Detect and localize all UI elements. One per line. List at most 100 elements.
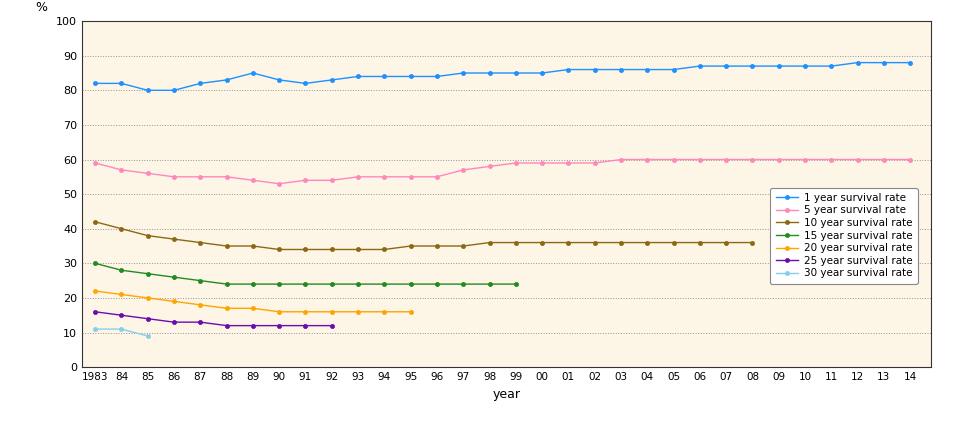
5 year survival rate (563, 160, 574, 165)
15 year survival rate (247, 281, 259, 287)
Line: 5 year survival rate: 5 year survival rate (93, 157, 912, 186)
20 year survival rate (90, 289, 101, 294)
20 year survival rate (168, 299, 179, 304)
10 year survival rate (405, 243, 417, 249)
5 year survival rate (825, 157, 837, 162)
1 year survival rate (589, 67, 600, 72)
5 year survival rate (300, 178, 312, 183)
1 year survival rate (904, 60, 916, 65)
5 year survival rate (720, 157, 731, 162)
20 year survival rate (273, 309, 285, 314)
30 year survival rate (90, 327, 101, 332)
20 year survival rate (378, 309, 390, 314)
10 year survival rate (668, 240, 679, 245)
5 year survival rate (483, 164, 495, 169)
10 year survival rate (247, 243, 259, 249)
5 year survival rate (668, 157, 679, 162)
10 year survival rate (616, 240, 627, 245)
5 year survival rate (405, 174, 417, 179)
1 year survival rate (616, 67, 627, 72)
5 year survival rate (904, 157, 916, 162)
10 year survival rate (195, 240, 207, 245)
1 year survival rate (878, 60, 890, 65)
25 year survival rate (300, 323, 312, 328)
5 year survival rate (247, 178, 259, 183)
1 year survival rate (747, 64, 758, 69)
1 year survival rate (300, 81, 312, 86)
10 year survival rate (352, 247, 364, 252)
1 year survival rate (668, 67, 679, 72)
10 year survival rate (90, 219, 101, 225)
10 year survival rate (457, 243, 469, 249)
Line: 20 year survival rate: 20 year survival rate (93, 289, 413, 314)
10 year survival rate (273, 247, 285, 252)
1 year survival rate (195, 81, 207, 86)
15 year survival rate (221, 281, 233, 287)
15 year survival rate (90, 261, 101, 266)
20 year survival rate (300, 309, 312, 314)
25 year survival rate (221, 323, 233, 328)
10 year survival rate (142, 233, 153, 238)
5 year survival rate (352, 174, 364, 179)
10 year survival rate (300, 247, 312, 252)
25 year survival rate (273, 323, 285, 328)
10 year survival rate (642, 240, 653, 245)
25 year survival rate (247, 323, 259, 328)
1 year survival rate (457, 70, 469, 76)
15 year survival rate (457, 281, 469, 287)
25 year survival rate (90, 309, 101, 314)
5 year survival rate (457, 168, 469, 173)
Text: %: % (36, 1, 47, 14)
15 year survival rate (483, 281, 495, 287)
1 year survival rate (537, 70, 548, 76)
10 year survival rate (694, 240, 705, 245)
15 year survival rate (300, 281, 312, 287)
15 year survival rate (378, 281, 390, 287)
10 year survival rate (720, 240, 731, 245)
5 year survival rate (195, 174, 207, 179)
20 year survival rate (142, 295, 153, 300)
5 year survival rate (589, 160, 600, 165)
15 year survival rate (273, 281, 285, 287)
5 year survival rate (616, 157, 627, 162)
1 year survival rate (116, 81, 127, 86)
10 year survival rate (168, 237, 179, 242)
30 year survival rate (116, 327, 127, 332)
30 year survival rate (142, 333, 153, 338)
1 year survival rate (773, 64, 785, 69)
20 year survival rate (116, 292, 127, 297)
15 year survival rate (431, 281, 443, 287)
20 year survival rate (405, 309, 417, 314)
20 year survival rate (326, 309, 338, 314)
10 year survival rate (537, 240, 548, 245)
5 year survival rate (431, 174, 443, 179)
10 year survival rate (510, 240, 522, 245)
20 year survival rate (195, 302, 207, 307)
5 year survival rate (142, 171, 153, 176)
5 year survival rate (326, 178, 338, 183)
5 year survival rate (273, 181, 285, 186)
1 year survival rate (563, 67, 574, 72)
15 year survival rate (352, 281, 364, 287)
5 year survival rate (642, 157, 653, 162)
20 year survival rate (247, 306, 259, 311)
1 year survival rate (642, 67, 653, 72)
1 year survival rate (431, 74, 443, 79)
1 year survival rate (168, 88, 179, 93)
15 year survival rate (142, 271, 153, 276)
1 year survival rate (90, 81, 101, 86)
1 year survival rate (405, 74, 417, 79)
5 year survival rate (773, 157, 785, 162)
5 year survival rate (221, 174, 233, 179)
1 year survival rate (378, 74, 390, 79)
5 year survival rate (116, 168, 127, 173)
10 year survival rate (221, 243, 233, 249)
5 year survival rate (747, 157, 758, 162)
Line: 30 year survival rate: 30 year survival rate (93, 327, 150, 338)
Line: 1 year survival rate: 1 year survival rate (93, 60, 912, 92)
25 year survival rate (195, 319, 207, 325)
1 year survival rate (799, 64, 811, 69)
1 year survival rate (142, 88, 153, 93)
10 year survival rate (483, 240, 495, 245)
1 year survival rate (694, 64, 705, 69)
